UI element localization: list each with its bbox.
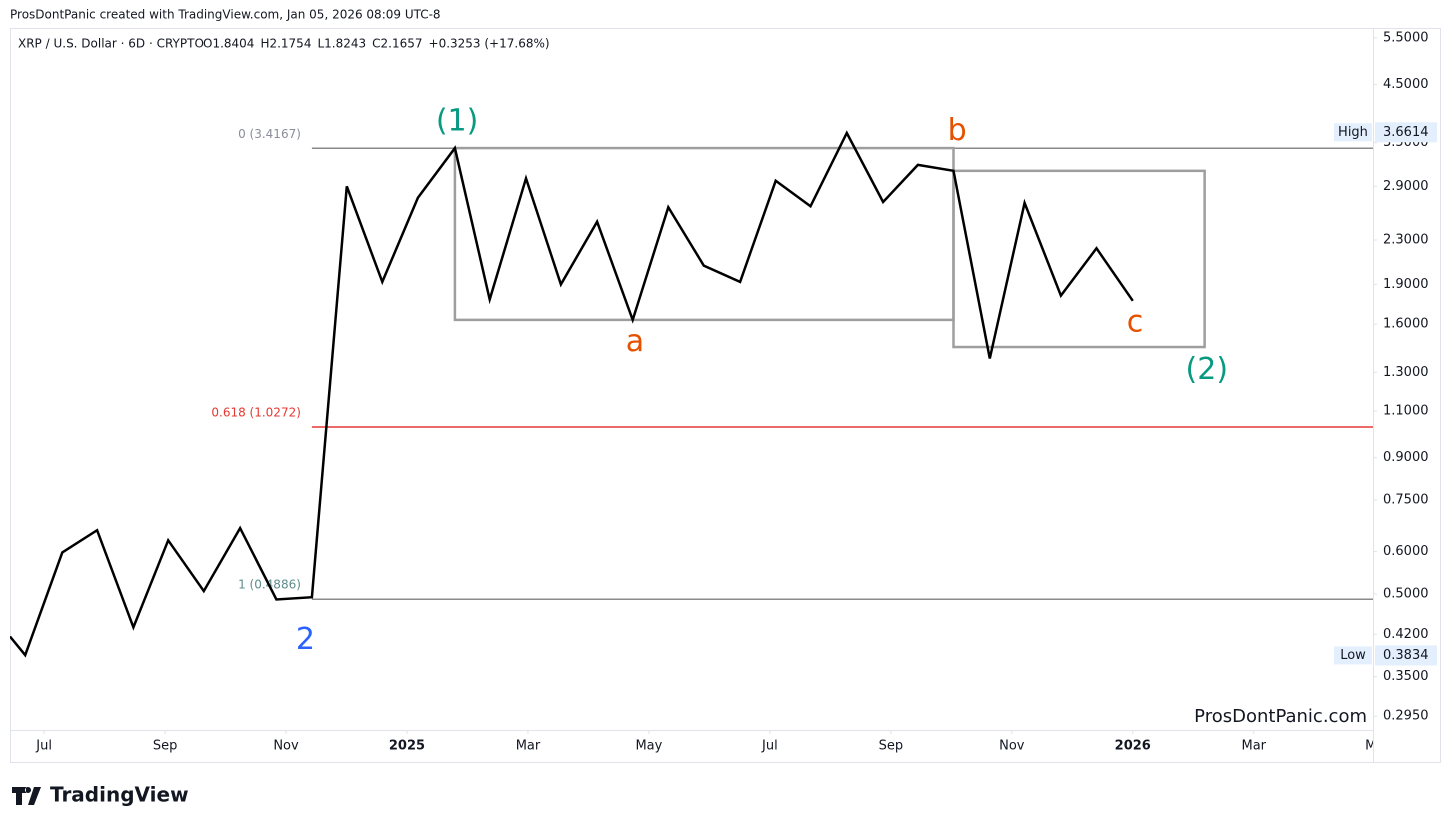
price-tag-label: Low: [1340, 648, 1366, 663]
ohlc-value: C2.1657: [372, 37, 422, 51]
wave-label: a: [626, 324, 644, 359]
y-tick-label: 1.9000: [1383, 277, 1429, 292]
y-tick-label: 0.3500: [1383, 669, 1429, 684]
price-tag-bg: [1334, 123, 1372, 142]
ohlc-value: H2.1754: [260, 37, 311, 51]
range-box: [952, 169, 1206, 349]
y-tick-label: 1.6000: [1383, 317, 1429, 332]
watermark: ProsDontPanic.com: [1194, 706, 1367, 727]
logo-text: TradingView: [50, 783, 189, 807]
y-tick-label: 1.1000: [1383, 404, 1429, 419]
price-tag-value: 3.6614: [1383, 125, 1429, 140]
price-tag-value-bg: [1375, 122, 1437, 143]
ohlc-legend: O1.8404 H2.1754 L1.8243 C2.1657 +0.3253 (+17…: [203, 37, 550, 51]
wave-label: c: [1127, 304, 1144, 339]
ohlc-value: O1.8404: [203, 37, 254, 51]
x-tick-label: 2025: [389, 739, 425, 754]
x-tick-label: Jul: [35, 739, 52, 754]
y-tick-label: 5.5000: [1383, 30, 1429, 45]
fib-label: 0.618 (1.0272): [211, 405, 301, 419]
wave-label: b: [948, 113, 967, 148]
header: ProsDontPanic created with TradingView.c…: [10, 8, 441, 22]
y-tick-label: 0.5000: [1383, 586, 1429, 601]
wave-label: (1): [436, 103, 479, 138]
ohlc-value: L1.8243: [317, 37, 366, 51]
fib-label: 0 (3.4167): [238, 127, 301, 141]
y-tick-label: 2.9000: [1383, 179, 1429, 194]
x-tick-label: Mar: [1241, 739, 1266, 754]
y-tick-label: 1.3000: [1383, 365, 1429, 380]
wave-label: (2): [1186, 352, 1229, 387]
y-tick-label: 0.9000: [1383, 450, 1429, 465]
x-tick-label: Sep: [153, 739, 178, 754]
x-tick-label: Sep: [879, 739, 904, 754]
x-tick-label: May: [635, 739, 662, 754]
y-tick-label: 0.7500: [1383, 492, 1429, 507]
x-tick-label: Jul: [761, 739, 778, 754]
price-tag-value-bg: [1375, 645, 1437, 666]
x-axis: Jul Sep Nov 2025 Mar May Jul Sep Nov 2026 Mar Ma: [35, 730, 1384, 754]
x-tick-label: Nov: [999, 739, 1025, 754]
price-tag-label: High: [1338, 125, 1368, 140]
price-tag-value: 0.3834: [1383, 648, 1429, 663]
chart-frame: [10, 28, 1441, 763]
y-tick-label: 0.4200: [1383, 627, 1429, 642]
x-tick-label: Nov: [273, 739, 299, 754]
logo-icon: [12, 787, 41, 805]
y-tick-label: 0.2950: [1383, 709, 1429, 724]
ohlc-value: +0.3253 (+17.68%): [429, 37, 550, 51]
price-line: [10, 130, 1134, 658]
y-tick-label: 2.3000: [1383, 233, 1429, 248]
x-tick-label: Mar: [516, 739, 541, 754]
wave-label: 2: [296, 622, 315, 657]
x-tick-label: 2026: [1115, 739, 1151, 754]
y-tick-label: 4.5000: [1383, 77, 1429, 92]
x-tick-label: Ma: [1365, 739, 1384, 754]
logo: TradingView: [12, 783, 189, 807]
symbol: XRP / U.S. Dollar · 6D · CRYPTO: [18, 37, 204, 51]
y-tick-label: 0.6000: [1383, 544, 1429, 559]
price-tag-bg: [1334, 646, 1372, 665]
